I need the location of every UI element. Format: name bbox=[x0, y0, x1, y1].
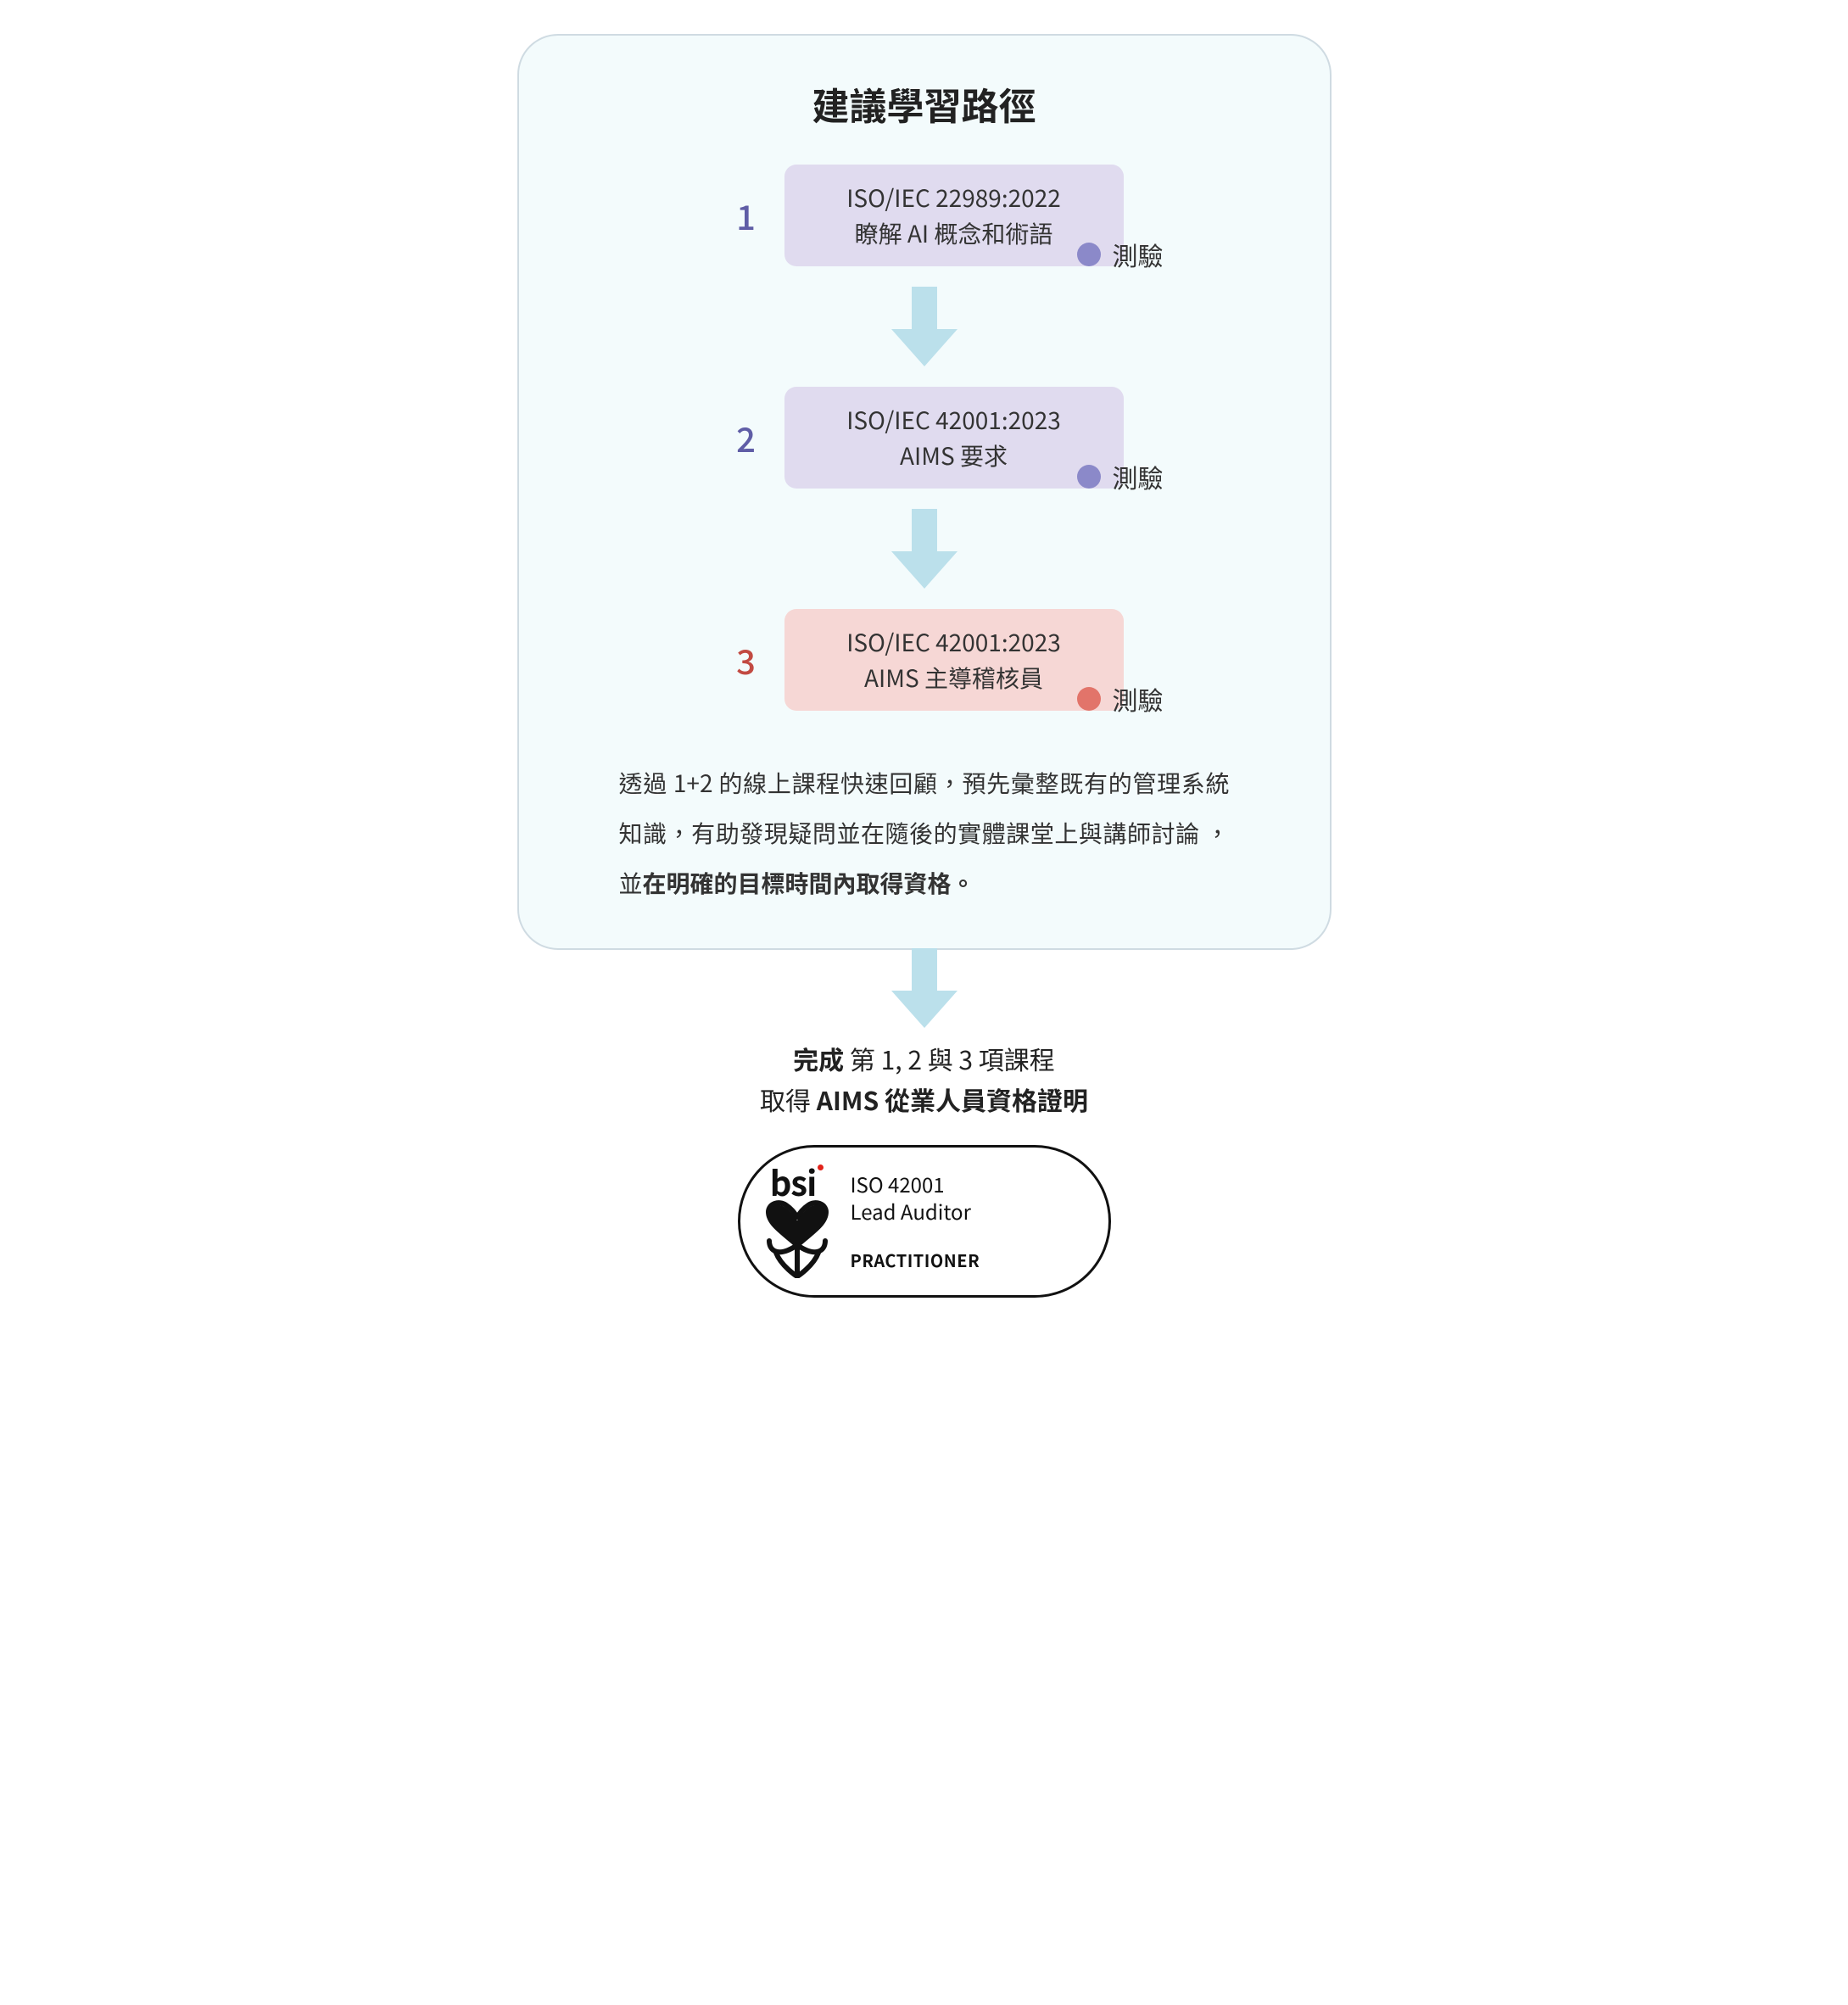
completion-line2-pre: 取得 bbox=[760, 1081, 817, 1118]
test-label-3: 測驗 bbox=[1113, 680, 1164, 718]
learning-path-panel: 建議學習路徑 1 ISO/IEC 22989:2022 瞭解 AI 概念和術語 … bbox=[517, 34, 1332, 950]
step-3-line1: ISO/IEC 42001:2023 bbox=[846, 624, 1061, 660]
step-row-2: 2 ISO/IEC 42001:2023 AIMS 要求 測驗 bbox=[570, 387, 1279, 489]
step-box-2: ISO/IEC 42001:2023 AIMS 要求 bbox=[784, 387, 1124, 489]
badge-text: ISO 42001 Lead Auditor PRACTITIONER bbox=[851, 1170, 980, 1272]
test-tag-2: 測驗 bbox=[1077, 458, 1164, 495]
panel-title: 建議學習路徑 bbox=[812, 76, 1036, 131]
bsi-dot-icon bbox=[818, 1164, 824, 1170]
bsi-badge: bsi ISO 42001 Lead Auditor PRACTITIONER bbox=[738, 1145, 1111, 1298]
badge-logo: bsi bbox=[764, 1164, 830, 1278]
badge-line1: ISO 42001 bbox=[851, 1170, 980, 1197]
description-bold: 在明確的目標時間內取得資格。 bbox=[643, 866, 975, 900]
completion-text: 完成 第 1, 2 與 3 項課程 取得 AIMS 從業人員資格證明 bbox=[760, 1038, 1088, 1120]
completion-line2-bold: AIMS 從業人員資格證明 bbox=[817, 1081, 1088, 1118]
completion-mid: 第 1, 2 與 3 項課程 bbox=[844, 1040, 1055, 1077]
step-number-2: 2 bbox=[725, 413, 768, 462]
test-tag-1: 測驗 bbox=[1077, 236, 1164, 273]
arrow-down-icon bbox=[891, 509, 957, 589]
step-number-1: 1 bbox=[725, 191, 768, 240]
step-1-line1: ISO/IEC 22989:2022 bbox=[846, 180, 1061, 215]
step-3-line2: AIMS 主導稽核員 bbox=[864, 660, 1043, 695]
description-text: 透過 1+2 的線上課程快速回顧，預先彙整既有的管理系統知識，有助發現疑問並在隨… bbox=[619, 758, 1230, 908]
test-tag-3: 測驗 bbox=[1077, 680, 1164, 718]
step-2-line2: AIMS 要求 bbox=[900, 438, 1008, 473]
step-2-line1: ISO/IEC 42001:2023 bbox=[846, 402, 1061, 438]
badge-container: bsi ISO 42001 Lead Auditor PRACTITIONER bbox=[738, 1145, 1111, 1298]
bsi-logo-text: bsi bbox=[770, 1164, 824, 1198]
completion-bold1: 完成 bbox=[793, 1040, 844, 1077]
badge-line2: Lead Auditor bbox=[851, 1198, 980, 1224]
test-dot-icon bbox=[1077, 243, 1101, 266]
test-label-1: 測驗 bbox=[1113, 236, 1164, 273]
badge-line3: PRACTITIONER bbox=[851, 1248, 980, 1272]
test-dot-icon bbox=[1077, 465, 1101, 489]
arrow-down-icon bbox=[891, 948, 957, 1028]
step-box-1: ISO/IEC 22989:2022 瞭解 AI 概念和術語 bbox=[784, 165, 1124, 266]
arrow-down-icon bbox=[891, 287, 957, 366]
bsi-heart-shield-icon bbox=[764, 1200, 830, 1278]
step-row-3: 3 ISO/IEC 42001:2023 AIMS 主導稽核員 測驗 bbox=[570, 609, 1279, 711]
test-dot-icon bbox=[1077, 687, 1101, 711]
step-row-1: 1 ISO/IEC 22989:2022 瞭解 AI 概念和術語 測驗 bbox=[570, 165, 1279, 266]
bsi-word: bsi bbox=[770, 1157, 817, 1206]
test-label-2: 測驗 bbox=[1113, 458, 1164, 495]
step-box-3: ISO/IEC 42001:2023 AIMS 主導稽核員 bbox=[784, 609, 1124, 711]
step-number-3: 3 bbox=[725, 635, 768, 684]
step-1-line2: 瞭解 AI 概念和術語 bbox=[855, 215, 1053, 251]
diagram-container: 建議學習路徑 1 ISO/IEC 22989:2022 瞭解 AI 概念和術語 … bbox=[517, 34, 1332, 1298]
